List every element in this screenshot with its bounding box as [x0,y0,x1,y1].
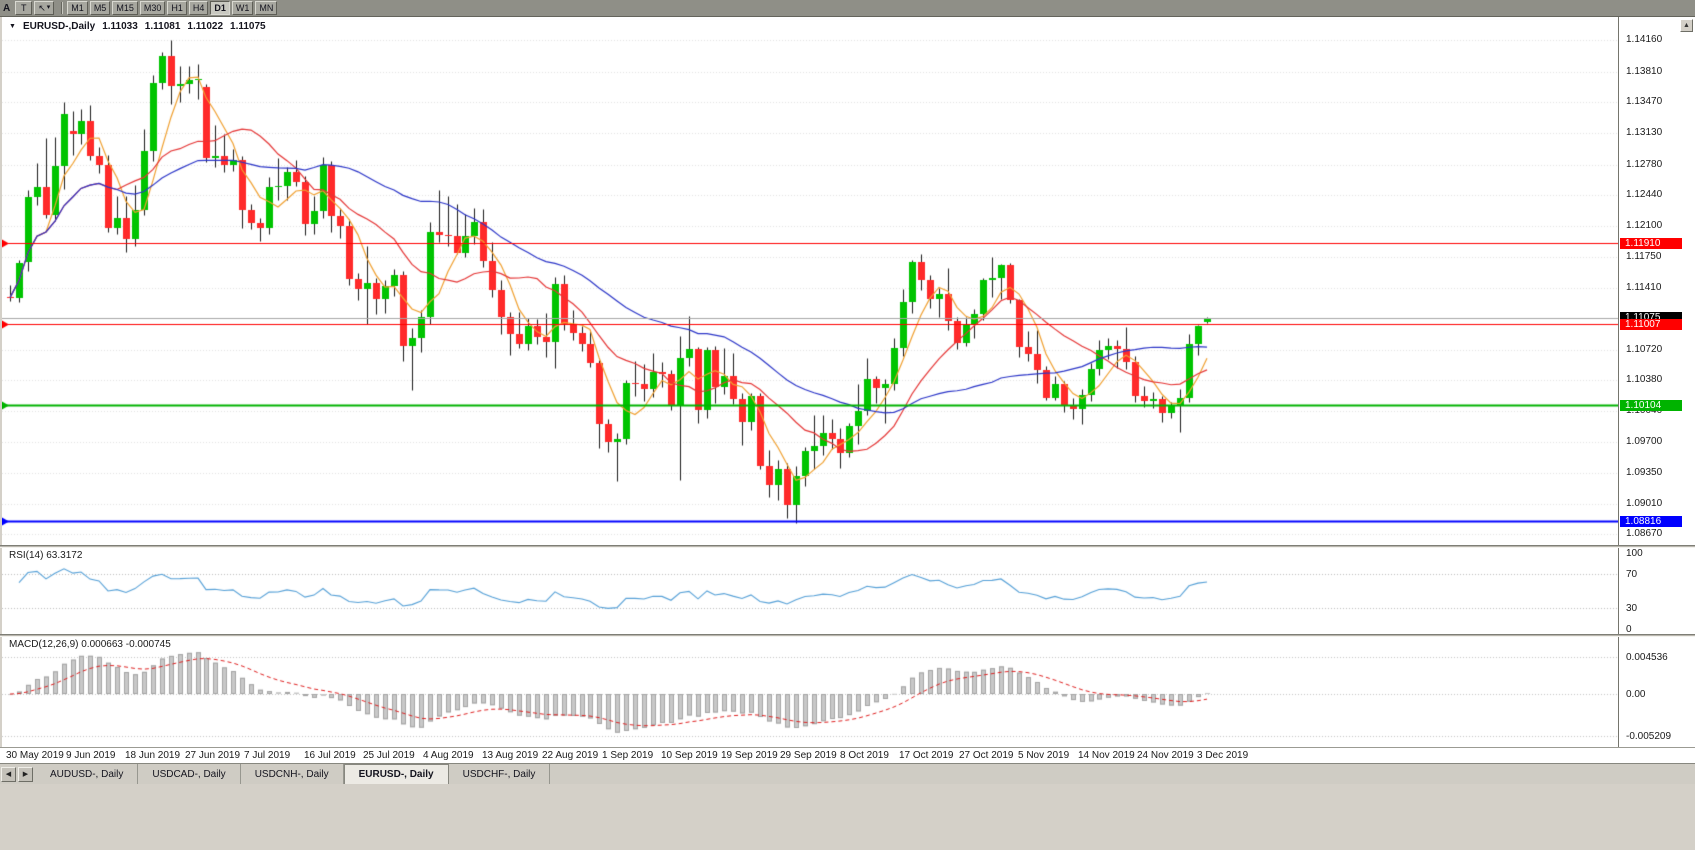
macd-label: MACD(12,26,9) 0.000663 -0.000745 [9,639,171,650]
date-axis-label: 16 Jul 2019 [304,750,356,761]
date-axis-label: 30 May 2019 [6,750,64,761]
rsi-canvas[interactable] [2,548,1618,634]
current-price-badge: 1.11075 [1620,312,1682,323]
timeframe-button-h4[interactable]: H4 [188,1,209,15]
chart-tab-usdchf[interactable]: USDCHF-, Daily [448,764,551,784]
price-axis-label: 1.08670 [1626,528,1663,539]
chart-tab-usdcad[interactable]: USDCAD-, Daily [138,764,241,784]
price-axis-label: 1.10720 [1626,344,1663,355]
level-price-badge: 1.11910 [1620,238,1682,249]
date-axis-label: 25 Jul 2019 [363,750,415,761]
level-price-badge: 1.10104 [1620,400,1682,411]
main-chart-pane: ▼ EURUSD-,Daily 1.11033 1.11081 1.11022 … [2,17,1618,545]
rsi-pane: RSI(14) 63.3172 [2,548,1618,634]
chart-tab-audusd[interactable]: AUDUSD-, Daily [36,764,139,784]
price-axis-label: 1.12100 [1626,220,1663,231]
date-axis-label: 8 Oct 2019 [840,750,889,761]
timeframe-button-m5[interactable]: M5 [89,1,111,15]
toolbar-a-label: A [3,2,11,14]
chart-tabs: AUDUSD-, Daily USDCAD-, Daily USDCNH-, Dai… [36,764,551,784]
macd-canvas[interactable] [2,637,1618,747]
rsi-axis-label: 70 [1626,569,1638,580]
price-axis-label: 1.11750 [1626,251,1662,262]
date-axis-label: 3 Dec 2019 [1197,750,1249,761]
date-axis-label: 27 Oct 2019 [959,750,1014,761]
ohlc-close: 1.11075 [230,21,266,32]
symbol-title: EURUSD-,Daily [22,21,96,32]
cursor-icon: ↖ [38,3,46,13]
chevron-down-icon: ▾ [46,4,51,11]
timeframe-button-m30[interactable]: M30 [139,1,166,15]
macd-axis-label: 0.004536 [1626,652,1668,663]
price-axis-label: 1.11410 [1626,282,1662,293]
chart-tab-usdcnh[interactable]: USDCNH-, Daily [240,764,344,784]
date-axis-label: 9 Jun 2019 [66,750,116,761]
timeframe-button-m1[interactable]: M1 [67,1,88,15]
price-axis-label: 1.09010 [1626,498,1663,509]
pane-divider-macd[interactable] [0,634,1695,637]
tab-scroll-right-button[interactable]: ▶ [18,766,33,782]
level-price-badge: 1.11007 [1620,319,1682,330]
date-labels: 30 May 2019 9 Jun 2019 18 Jun 2019 27 Jun 2… [2,748,1618,764]
date-axis-label: 18 Jun 2019 [125,750,181,761]
rsi-axis-label: 0 [1626,624,1632,635]
date-axis-label: 14 Nov 2019 [1078,750,1135,761]
timeframe-toolbar: M1 M5 M15 M30 H1 H4 D1 W1 MN [67,1,279,15]
price-axis-label: 1.12780 [1626,159,1663,170]
collapse-triangle-icon[interactable]: ▼ [9,23,16,30]
price-axis-label: 1.13130 [1626,127,1663,138]
chart-scroll-up-button[interactable]: ▲ [1680,19,1693,32]
ohlc-header: ▼ EURUSD-,Daily 1.11033 1.11081 1.11022 … [9,21,266,32]
date-axis-label: 29 Sep 2019 [780,750,837,761]
date-axis-label: 27 Jun 2019 [185,750,241,761]
date-axis-label: 24 Nov 2019 [1137,750,1194,761]
cursor-tool-button[interactable]: ↖ ▾ [34,1,55,15]
date-axis-label: 22 Aug 2019 [542,750,599,761]
ohlc-open: 1.11033 [102,21,138,32]
timeframe-button-d1[interactable]: D1 [210,1,230,15]
price-axis[interactable]: 1.14160 1.13810 1.13470 1.13130 1.12780 1.124… [1618,17,1695,747]
macd-pane: MACD(12,26,9) 0.000663 -0.000745 [2,637,1618,747]
date-axis-label: 5 Nov 2019 [1018,750,1070,761]
timeframe-button-mn[interactable]: MN [255,1,278,15]
date-axis-label: 19 Sep 2019 [721,750,778,761]
top-toolbar: A T ↖ ▾ M1 M5 M15 M30 H1 H4 D1 W1 MN [0,0,1695,17]
macd-axis-label: 0.00 [1626,689,1646,700]
rsi-axis-label: 30 [1626,603,1638,614]
rsi-axis-label: 100 [1626,548,1643,559]
pane-divider-rsi[interactable] [0,545,1695,548]
price-axis-label: 1.10380 [1626,374,1663,385]
timeframe-button-m15[interactable]: M15 [112,1,138,15]
price-axis-label: 1.14160 [1626,34,1663,45]
date-axis-label: 1 Sep 2019 [602,750,654,761]
chart-tab-bar: ◀ ▶ AUDUSD-, Daily USDCAD-, Daily USDCNH-,… [0,763,1695,784]
date-axis-label: 13 Aug 2019 [482,750,539,761]
timeframe-button-w1[interactable]: W1 [231,1,254,15]
rsi-label: RSI(14) 63.3172 [9,550,83,561]
date-axis-label: 7 Jul 2019 [244,750,291,761]
price-axis-label: 1.09350 [1626,467,1663,478]
macd-axis-label: -0.005209 [1626,731,1672,742]
text-tool-button[interactable]: T [15,1,33,15]
timeframe-button-h1[interactable]: H1 [167,1,187,15]
tab-scroll-left-button[interactable]: ◀ [1,766,16,782]
date-axis-label: 10 Sep 2019 [661,750,718,761]
date-axis-label: 17 Oct 2019 [899,750,954,761]
price-axis-label: 1.13470 [1626,96,1663,107]
price-axis-label: 1.09700 [1626,436,1663,447]
time-axis[interactable]: 30 May 2019 9 Jun 2019 18 Jun 2019 27 Jun 2… [0,747,1695,763]
window-bottom-area [0,784,1695,850]
level-price-badge: 1.08816 [1620,516,1682,527]
ohlc-low: 1.11022 [187,21,224,32]
price-axis-label: 1.13810 [1626,66,1663,77]
ohlc-high: 1.11081 [144,21,181,32]
chart-tab-eurusd[interactable]: EURUSD-, Daily [343,764,449,784]
main-chart-canvas[interactable] [2,17,1618,545]
date-axis-label: 4 Aug 2019 [423,750,474,761]
price-axis-label: 1.12440 [1626,189,1663,200]
toolbar-separator [61,2,63,14]
